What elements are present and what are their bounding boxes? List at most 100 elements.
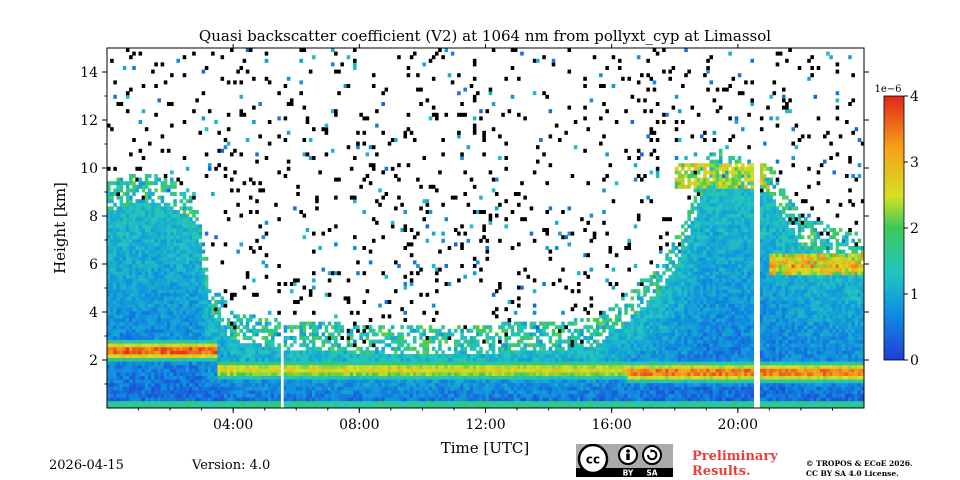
heatmap-cell <box>327 292 332 297</box>
heatmap-cell <box>192 220 196 225</box>
heatmap-cell <box>135 318 139 322</box>
heatmap-cell <box>192 339 196 344</box>
heatmap-cell <box>176 235 180 240</box>
heatmap-cell <box>138 332 143 337</box>
heatmap-cell <box>192 296 196 301</box>
heatmap-cell <box>523 372 527 376</box>
heatmap-cell <box>141 361 146 366</box>
heatmap-cell <box>217 393 221 398</box>
heatmap-cell <box>283 372 288 376</box>
heatmap-cell <box>542 361 546 366</box>
heatmap-cell <box>163 336 168 340</box>
heatmap-cell <box>132 379 136 384</box>
heatmap-cell <box>504 166 508 171</box>
heatmap-cell <box>135 231 139 236</box>
heatmap-cell <box>110 372 114 376</box>
heatmap-cell <box>198 267 203 272</box>
heatmap-cell <box>558 346 562 351</box>
heatmap-cell <box>198 318 203 322</box>
heatmap-cell <box>151 303 155 308</box>
heatmap-cell <box>166 292 171 297</box>
heatmap-cell <box>416 386 420 391</box>
heatmap-cell <box>535 393 540 398</box>
heatmap-cell <box>419 379 423 384</box>
heatmap-cell <box>425 336 430 340</box>
heatmap-cell <box>264 361 269 366</box>
heatmap-cell <box>532 357 537 362</box>
heatmap-cell <box>296 354 300 358</box>
heatmap-cell <box>189 274 193 279</box>
heatmap-cell <box>138 361 143 366</box>
heatmap-cell <box>425 339 430 344</box>
heatmap-cell <box>340 346 344 351</box>
heatmap-cell <box>195 397 199 402</box>
heatmap-cell <box>166 350 171 355</box>
heatmap-cell <box>157 350 162 355</box>
heatmap-cell <box>148 267 152 272</box>
heatmap-cell <box>406 397 411 402</box>
heatmap-cell <box>129 325 133 330</box>
heatmap-cell <box>535 397 540 402</box>
heatmap-cell <box>157 256 162 261</box>
heatmap-cell <box>189 328 193 333</box>
heatmap-cell <box>163 220 168 225</box>
heatmap-cell <box>450 393 455 398</box>
heatmap-cell <box>107 300 111 304</box>
heatmap-cell <box>296 325 300 330</box>
heatmap-cell <box>211 328 215 333</box>
heatmap-cell <box>327 332 332 337</box>
heatmap-cell <box>394 397 398 402</box>
heatmap-cell <box>296 379 300 384</box>
heatmap-cell <box>529 382 534 387</box>
heatmap-cell <box>163 249 168 254</box>
heatmap-cell <box>573 368 578 373</box>
heatmap-cell <box>173 404 177 408</box>
heatmap-cell <box>189 267 193 272</box>
heatmap-cell <box>545 400 549 405</box>
heatmap-cell <box>460 390 464 394</box>
heatmap-cell <box>558 364 562 369</box>
heatmap-cell <box>176 318 180 322</box>
heatmap-cell <box>271 404 275 408</box>
heatmap-cell <box>176 307 180 312</box>
heatmap-cell <box>580 350 584 355</box>
heatmap-cell <box>129 296 133 301</box>
heatmap-cell <box>545 382 549 387</box>
heatmap-cell <box>148 231 152 236</box>
heatmap-cell <box>141 332 146 337</box>
heatmap-cell <box>214 404 218 408</box>
heatmap-cell <box>296 350 300 355</box>
heatmap-cell <box>570 174 575 178</box>
heatmap-cell <box>252 364 256 369</box>
heatmap-cell <box>576 397 581 402</box>
heatmap-cell <box>163 231 168 236</box>
heatmap-cell <box>189 404 193 408</box>
heatmap-cell <box>286 76 291 81</box>
heatmap-cell <box>479 368 483 373</box>
heatmap-cell <box>567 343 572 348</box>
heatmap-cell <box>321 343 326 348</box>
heatmap-cell <box>245 321 250 326</box>
heatmap-cell <box>192 372 196 376</box>
heatmap-cell <box>551 397 556 402</box>
heatmap-cell <box>412 390 417 394</box>
heatmap-cell <box>166 386 171 391</box>
heatmap-cell <box>334 375 338 380</box>
heatmap-cell <box>513 48 518 52</box>
heatmap-cell <box>390 224 395 229</box>
heatmap-cell <box>148 310 152 315</box>
heatmap-cell <box>204 325 209 330</box>
heatmap-cell <box>312 390 316 394</box>
heatmap-cell <box>192 350 196 355</box>
heatmap-cell <box>267 361 272 366</box>
heatmap-cell <box>318 246 322 250</box>
heatmap-cell <box>163 300 168 304</box>
heatmap-cell <box>340 350 344 355</box>
heatmap-cell <box>324 400 329 405</box>
heatmap-cell <box>201 325 206 330</box>
heatmap-cell <box>245 343 250 348</box>
heatmap-cell <box>107 390 111 394</box>
heatmap-cell <box>195 210 199 214</box>
heatmap-cell <box>271 346 275 351</box>
heatmap-cell <box>435 382 439 387</box>
